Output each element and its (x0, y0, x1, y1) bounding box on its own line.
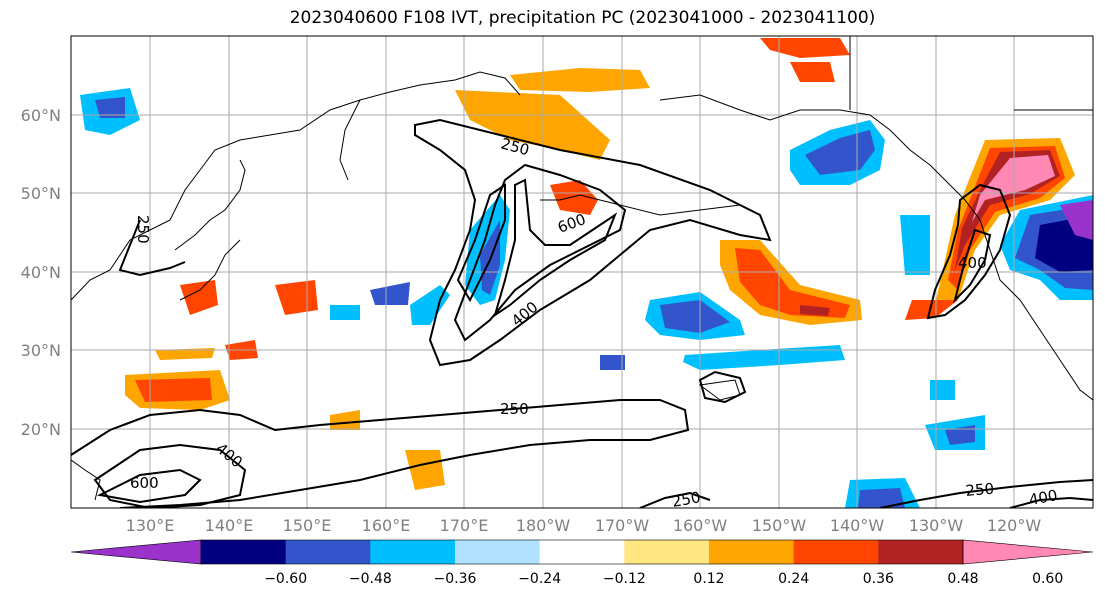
colorbar-tick-label: −0.36 (434, 571, 477, 587)
lon-label: 130°E (126, 516, 175, 535)
colorbar-segment (455, 540, 541, 564)
lat-label: 20°N (21, 420, 61, 439)
latitude-labels: 60°N 50°N 40°N 30°N 20°N (21, 106, 61, 439)
colorbar-segment (539, 540, 625, 564)
colorbar-tick-label: 0.24 (778, 571, 809, 587)
lon-label: 170°E (440, 516, 489, 535)
lon-label: 170°W (595, 516, 650, 535)
lon-label: 160°E (362, 516, 411, 535)
map-title: 2023040600 F108 IVT, precipitation PC (2… (289, 8, 876, 28)
colorbar-tick-label: −0.60 (264, 571, 307, 587)
precipitation-shading (80, 38, 1093, 508)
colorbar-segment (624, 540, 710, 564)
colorbar-tick-label: 0.12 (693, 571, 724, 587)
contour-label: 250 (671, 488, 702, 511)
colorbar-tick-label: 0.36 (863, 571, 894, 587)
lon-label: 160°W (673, 516, 728, 535)
colorbar-tick-label: −0.48 (349, 571, 392, 587)
lon-label: 130°W (909, 516, 964, 535)
lat-label: 30°N (21, 341, 61, 360)
lon-label: 140°W (830, 516, 885, 535)
coastlines (71, 36, 1093, 501)
lat-label: 60°N (21, 106, 61, 125)
longitude-labels: 130°E 140°E 150°E 160°E 170°E 180°W 170°… (126, 516, 1042, 535)
map-panel: 250 600 400 250 400 600 250 250 400 250 … (71, 36, 1093, 511)
ivt-contours (71, 118, 1093, 508)
lon-label: 120°W (987, 516, 1042, 535)
map-frame (70, 35, 1094, 509)
colorbar-segment (878, 540, 964, 564)
colorbar-segment (793, 540, 879, 564)
contour-label: 400 (1028, 486, 1059, 509)
lon-label: 150°W (752, 516, 807, 535)
colorbar-ticks: −0.60 −0.48 −0.36 −0.24 −0.12 0.12 0.24 0.36 0.4… (264, 571, 1063, 587)
colorbar-tick-label: −0.12 (603, 571, 646, 587)
lon-label: 180°W (516, 516, 571, 535)
colorbar-segment (709, 540, 795, 564)
contour-label: 250 (965, 480, 995, 500)
colorbar-outline (200, 539, 964, 565)
contour-label: 400 (958, 254, 987, 272)
colorbar-extension-high (962, 539, 1094, 565)
colorbar-tick-label: −0.24 (518, 571, 561, 587)
lon-label: 150°E (283, 516, 332, 535)
colorbar-segments (70, 539, 1094, 565)
colorbar-extension-low (70, 539, 202, 565)
colorbar: −0.60 −0.48 −0.36 −0.24 −0.12 0.12 0.24 0.36 0.4… (70, 539, 1094, 587)
colorbar-segment (201, 540, 287, 564)
graticule (71, 36, 1093, 508)
lon-label: 140°E (205, 516, 254, 535)
colorbar-tick-label: 0.60 (1032, 571, 1063, 587)
colorbar-tick-label: 0.48 (947, 571, 978, 587)
colorbar-segment (285, 540, 371, 564)
lat-label: 50°N (21, 184, 61, 203)
contour-label: 600 (130, 474, 159, 492)
contour-label: 250 (500, 400, 529, 418)
contour-label: 250 (134, 215, 152, 244)
lat-label: 40°N (21, 263, 61, 282)
colorbar-segment (370, 540, 456, 564)
